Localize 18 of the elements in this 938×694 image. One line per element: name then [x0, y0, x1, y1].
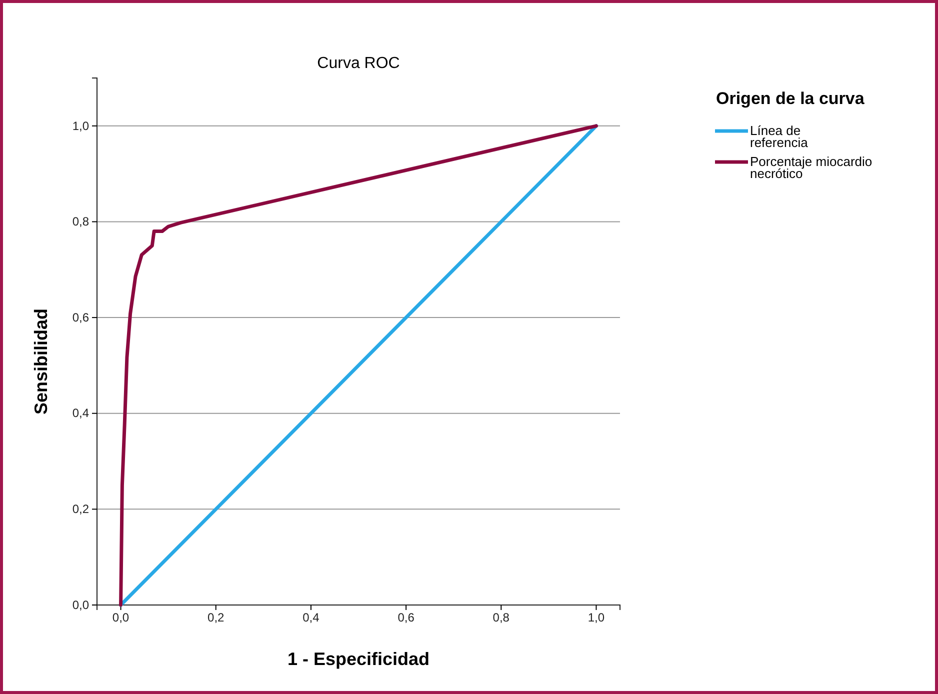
y-tick-label: 0,2: [72, 502, 90, 516]
x-tick-label: 1,0: [588, 610, 605, 625]
chart-title: Curva ROC: [317, 55, 400, 72]
x-axis-title: 1 - Especificidad: [287, 649, 430, 669]
y-axis-title: Sensibilidad: [31, 308, 51, 415]
y-tick-label: 0,8: [72, 214, 90, 229]
y-tick-label: 0,0: [72, 598, 90, 612]
y-tick-label: 1,0: [72, 118, 90, 133]
y-tick-label: 0,6: [72, 310, 90, 324]
x-tick-label: 0,6: [398, 610, 415, 625]
x-tick-label: 0,2: [208, 610, 225, 625]
x-tick-label: 0,0: [112, 610, 130, 625]
legend-label: Línea de referencia: [750, 123, 809, 150]
legend-label: Porcentaje miocardio necrótico: [750, 154, 872, 181]
legend-title: Origen de la curva: [716, 89, 865, 108]
x-tick-label: 0,8: [492, 610, 510, 625]
x-tick-label: 0,4: [302, 610, 320, 625]
y-tick-label: 0,4: [72, 406, 90, 420]
